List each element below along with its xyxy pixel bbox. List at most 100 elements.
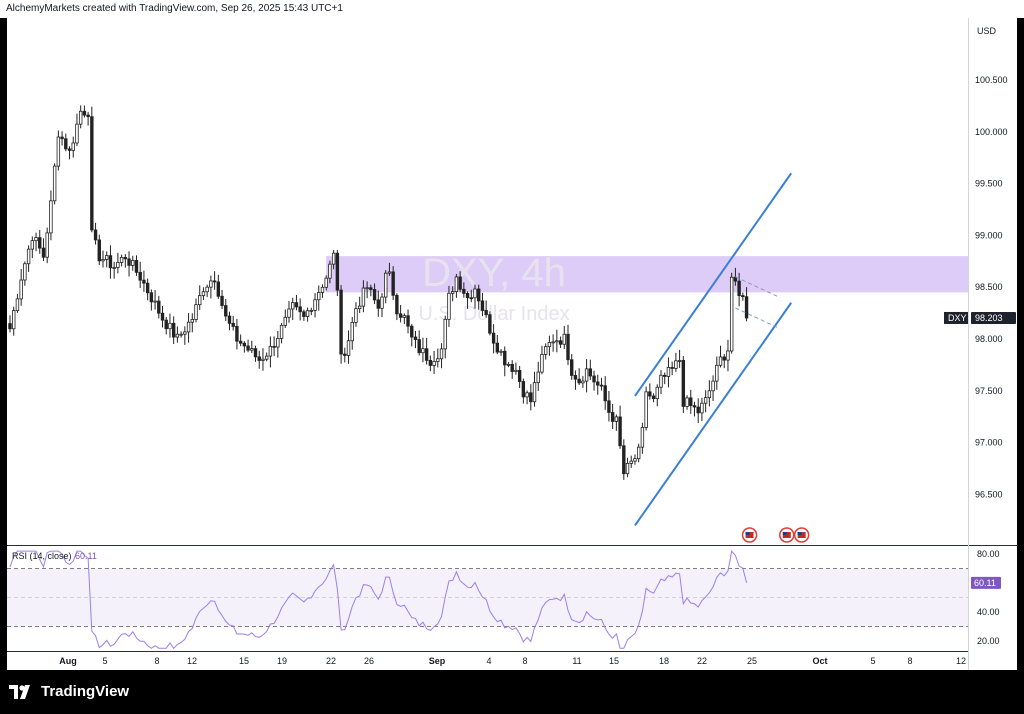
candle[interactable] xyxy=(261,348,265,371)
candle[interactable] xyxy=(82,105,87,118)
candle[interactable] xyxy=(231,315,235,331)
candle[interactable] xyxy=(12,306,16,336)
candle[interactable] xyxy=(570,354,574,380)
candle[interactable] xyxy=(495,334,500,355)
candle[interactable] xyxy=(436,348,440,368)
candle[interactable] xyxy=(413,330,418,349)
candle[interactable] xyxy=(726,339,730,372)
candle[interactable] xyxy=(175,326,180,343)
candle[interactable] xyxy=(224,298,228,321)
candle[interactable] xyxy=(744,287,749,322)
candle[interactable] xyxy=(8,315,12,333)
candle[interactable] xyxy=(592,370,596,391)
candle[interactable] xyxy=(514,362,518,375)
candle[interactable] xyxy=(60,131,64,146)
candle[interactable] xyxy=(644,386,648,431)
candle[interactable] xyxy=(450,286,455,302)
candle[interactable] xyxy=(190,313,194,333)
candle[interactable] xyxy=(625,457,630,478)
candle[interactable] xyxy=(41,238,46,261)
candle[interactable] xyxy=(287,301,291,323)
candle[interactable] xyxy=(663,372,667,385)
candle[interactable] xyxy=(283,309,287,328)
candle[interactable] xyxy=(648,383,652,400)
candle[interactable] xyxy=(692,401,697,417)
candle[interactable] xyxy=(473,284,477,309)
candle[interactable] xyxy=(108,245,113,279)
candle[interactable] xyxy=(376,290,380,317)
candle[interactable] xyxy=(119,254,124,267)
candle[interactable] xyxy=(480,292,485,317)
candle[interactable] xyxy=(700,397,704,422)
candle[interactable] xyxy=(38,229,42,254)
candle[interactable] xyxy=(439,343,444,369)
candle[interactable] xyxy=(75,113,79,147)
candle[interactable] xyxy=(171,316,176,345)
candle[interactable] xyxy=(536,361,540,391)
candle[interactable] xyxy=(350,316,354,350)
candle[interactable] xyxy=(588,359,593,381)
candle[interactable] xyxy=(729,272,734,354)
candle[interactable] xyxy=(23,261,27,286)
candle[interactable] xyxy=(160,305,165,328)
candle[interactable] xyxy=(458,271,462,293)
candle[interactable] xyxy=(447,285,451,327)
candle[interactable] xyxy=(253,345,258,362)
candle[interactable] xyxy=(186,313,191,343)
candle[interactable] xyxy=(618,405,622,449)
candle[interactable] xyxy=(138,261,142,289)
candle[interactable] xyxy=(722,353,726,369)
candle[interactable] xyxy=(268,336,273,368)
flag-lower-line[interactable] xyxy=(735,307,781,330)
candle[interactable] xyxy=(707,380,712,407)
candle[interactable] xyxy=(651,393,656,403)
candle[interactable] xyxy=(71,136,75,158)
candle[interactable] xyxy=(599,377,604,391)
candle[interactable] xyxy=(134,255,139,276)
candle[interactable] xyxy=(198,285,202,310)
candle[interactable] xyxy=(484,300,488,318)
candle[interactable] xyxy=(689,389,693,414)
candle[interactable] xyxy=(272,336,276,357)
candle[interactable] xyxy=(157,295,161,319)
tradingview-brand[interactable]: TradingView xyxy=(9,683,129,700)
candle[interactable] xyxy=(97,234,101,266)
candle[interactable] xyxy=(685,395,689,410)
candle[interactable] xyxy=(614,414,619,431)
candle[interactable] xyxy=(127,251,131,277)
candle[interactable] xyxy=(655,384,659,407)
candle[interactable] xyxy=(105,251,109,268)
rsi-line[interactable] xyxy=(9,549,748,650)
price-scale-svg[interactable]: USD 100.500 100.000 99.500 99.000 98.500 98.0… xyxy=(969,18,1018,670)
candle[interactable] xyxy=(477,284,481,310)
candle[interactable] xyxy=(264,352,269,362)
resistance-zone[interactable] xyxy=(326,256,968,293)
candle[interactable] xyxy=(212,271,217,290)
candle[interactable] xyxy=(681,356,686,414)
candle[interactable] xyxy=(90,106,94,233)
candle[interactable] xyxy=(737,272,741,307)
candle[interactable] xyxy=(633,454,637,465)
candle[interactable] xyxy=(715,356,719,390)
candle[interactable] xyxy=(428,355,433,372)
candle[interactable] xyxy=(183,326,187,345)
candle[interactable] xyxy=(320,284,325,298)
candle[interactable] xyxy=(328,260,332,284)
candle[interactable] xyxy=(532,371,537,407)
candle[interactable] xyxy=(78,105,83,129)
candle[interactable] xyxy=(584,359,589,393)
candle[interactable] xyxy=(164,316,168,335)
candle[interactable] xyxy=(298,298,302,321)
candle[interactable] xyxy=(510,360,514,379)
candle[interactable] xyxy=(410,323,414,347)
candle[interactable] xyxy=(607,390,611,422)
candle[interactable] xyxy=(372,283,377,305)
candle[interactable] xyxy=(543,343,548,360)
candle[interactable] xyxy=(577,368,581,385)
candle[interactable] xyxy=(354,302,358,327)
candle[interactable] xyxy=(343,347,347,363)
candle[interactable] xyxy=(361,280,366,313)
candle[interactable] xyxy=(201,287,206,301)
candle[interactable] xyxy=(64,133,68,152)
candle[interactable] xyxy=(503,346,507,377)
